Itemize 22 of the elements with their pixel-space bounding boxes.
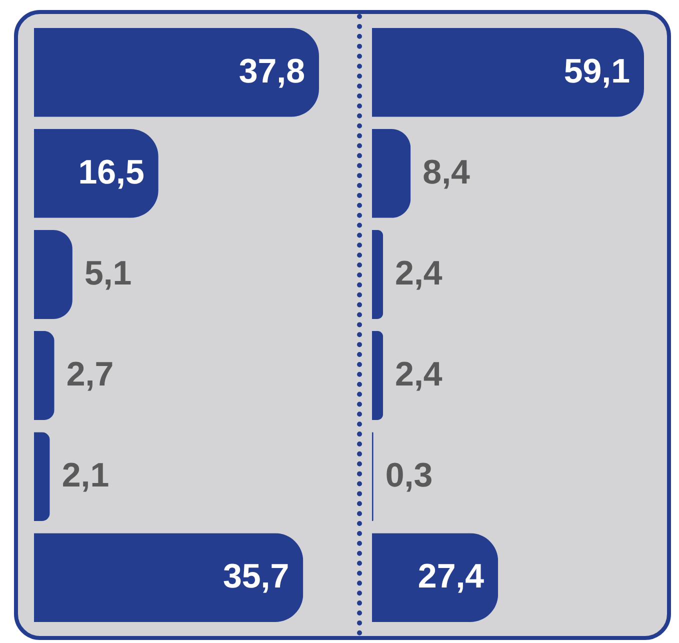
data-label: 2,7: [66, 356, 114, 394]
bar: [34, 28, 319, 117]
bar: [372, 230, 384, 319]
data-label: 35,7: [222, 558, 290, 596]
data-label: 2,4: [395, 356, 442, 394]
data-label: 27,4: [418, 558, 484, 596]
data-label: 8,4: [422, 153, 470, 192]
bar: [372, 331, 384, 420]
data-label: 37,8: [238, 52, 305, 90]
bar: [34, 230, 72, 319]
data-label: 16,5: [78, 153, 144, 192]
bar: [34, 432, 50, 521]
data-label: 59,1: [564, 52, 630, 90]
bar: [34, 533, 304, 622]
data-label: 0,3: [385, 456, 433, 495]
bar: [34, 331, 54, 420]
data-label: 2,4: [395, 254, 442, 292]
bar: [372, 28, 644, 117]
bar: [372, 129, 411, 218]
data-label: 2,1: [62, 456, 110, 495]
data-label: 5,1: [84, 254, 132, 292]
bar: [372, 533, 498, 622]
